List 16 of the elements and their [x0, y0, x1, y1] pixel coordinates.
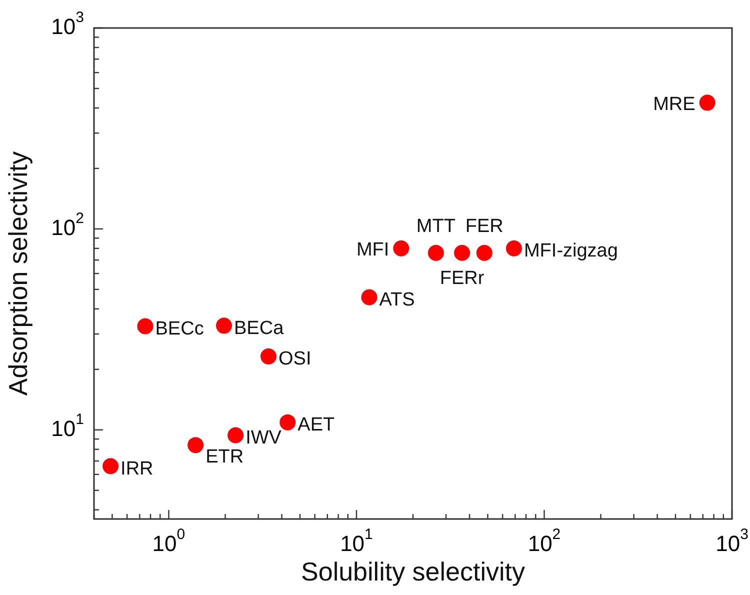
- annotation: IWV: [246, 427, 282, 448]
- annotation: MFI-zigzag: [524, 240, 618, 262]
- annotation: MFI: [356, 240, 390, 261]
- annotation: IRR: [120, 458, 154, 480]
- annotation: AET: [298, 414, 336, 436]
- annotation: BECc: [155, 318, 204, 340]
- annotation: ETR: [206, 446, 244, 468]
- annotation: FERr: [440, 268, 485, 290]
- annotation: BECa: [234, 318, 284, 339]
- annotation: MTT: [416, 216, 456, 238]
- annotation: FER: [465, 216, 504, 238]
- annotation: ATS: [379, 289, 415, 310]
- annotation: OSI: [278, 348, 312, 370]
- x-axis-title: Solubility selectivity: [301, 556, 525, 587]
- y-axis-title: Adsorption selectivity: [2, 151, 33, 396]
- annotation: MRE: [653, 94, 696, 115]
